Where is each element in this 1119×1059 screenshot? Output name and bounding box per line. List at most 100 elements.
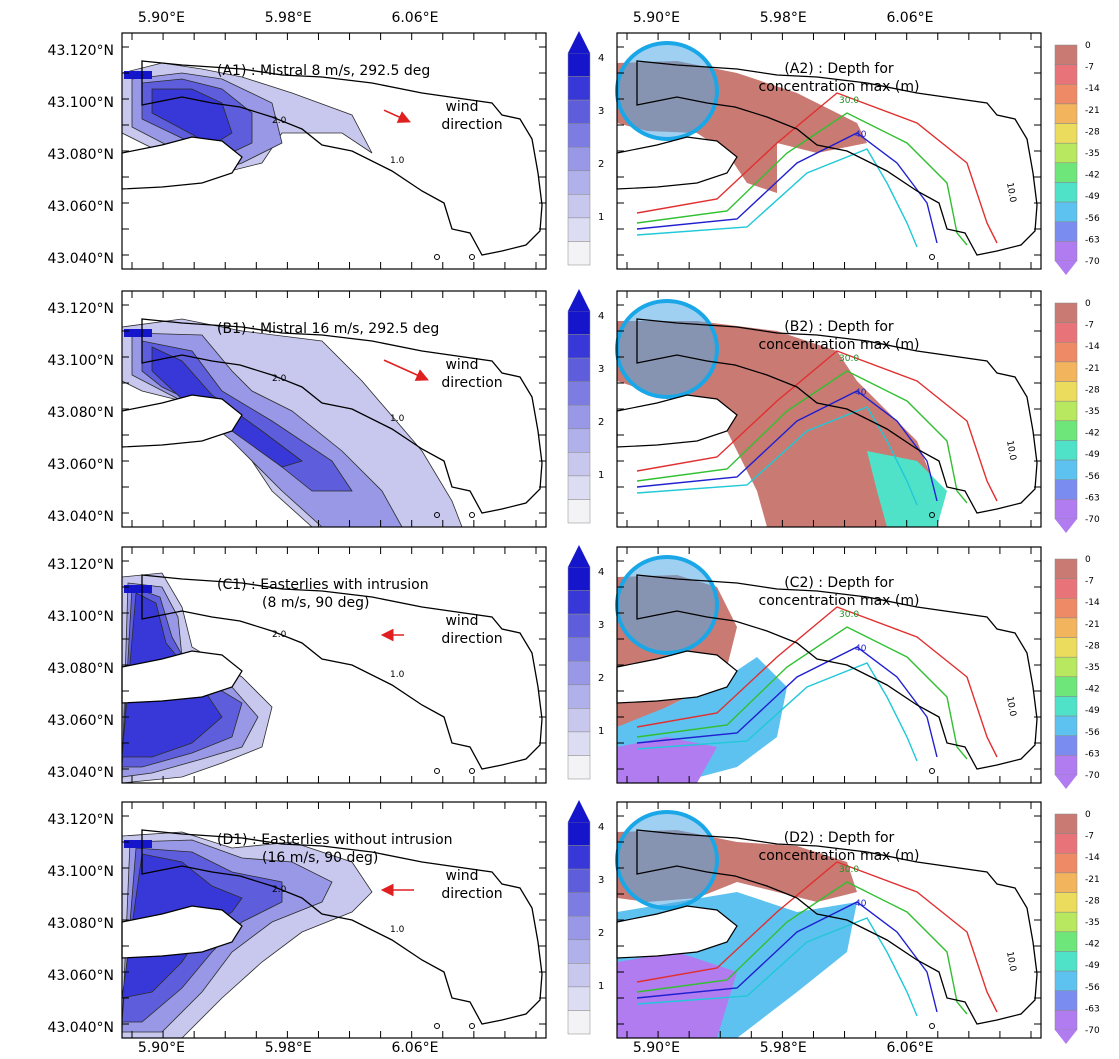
colorbar-tick-label: -56 [1085, 472, 1100, 482]
latitude-label: 43.120°N [48, 812, 114, 828]
isobath-line-3 [636, 646, 938, 758]
colorbar-arrow-bottom [1055, 261, 1077, 275]
colorbar-tick-label: 2 [598, 159, 604, 170]
colorbar-concentration: 1 2 3 4 [567, 289, 604, 524]
colorbar-tick-label: -21 [1085, 106, 1100, 116]
colorbar-swatch [1054, 931, 1078, 952]
colorbar-swatch [1054, 892, 1078, 913]
colorbar-depth: 0 -7 -14 -21 -28 -35 -42 -49 -56 -63 -70 [1054, 299, 1100, 533]
wind-direction-arrow [383, 359, 429, 381]
colorbar-tick-label: -56 [1085, 983, 1100, 993]
colorbar-tick-label: -63 [1085, 1004, 1100, 1014]
colorbar-tick-label: -28 [1085, 127, 1100, 137]
colorbar-swatch [1054, 833, 1078, 854]
panel-subtitle: concentration max (m) [759, 79, 920, 95]
island [434, 254, 440, 260]
colorbar-swatch [567, 310, 591, 335]
latitude-label: 43.060°N [48, 457, 114, 473]
colorbar-swatch [567, 357, 591, 382]
colorbar-swatch [567, 613, 591, 638]
latitude-label: 43.100°N [48, 864, 114, 880]
colorbar-swatch [567, 404, 591, 430]
latitude-label: 43.120°N [48, 43, 114, 59]
colorbar-swatch [567, 939, 591, 964]
isobath-label: 10.0 [1004, 951, 1017, 973]
panel-title: (D1) : Easterlies without intrusion [217, 832, 453, 848]
concentration-max-area [124, 585, 152, 593]
colorbar-arrow-top [568, 545, 590, 567]
latitude-label: 43.120°N [48, 301, 114, 317]
colorbar-swatch [1054, 696, 1078, 717]
colorbar-tick-label: -70 [1085, 515, 1100, 525]
colorbar-tick-label: -28 [1085, 385, 1100, 395]
highlight-circle [615, 810, 719, 910]
isobath-line-4 [636, 406, 918, 506]
island [929, 1023, 935, 1029]
wind-label: direction [441, 631, 502, 647]
colorbar-swatch [567, 194, 591, 219]
panel-title: (A2) : Depth for [784, 61, 894, 77]
colorbar-tick-label: -21 [1085, 875, 1100, 885]
colorbar-swatch [567, 731, 591, 756]
row-c: 43.120°N 43.100°N 43.080°N 43.060°N 43.040°N… [48, 545, 1100, 789]
colorbar-tick-label: -28 [1085, 896, 1100, 906]
wind-label: wind [445, 99, 478, 115]
colorbar-tick-label: 1 [598, 212, 604, 223]
land-outline [121, 394, 243, 448]
coastline [636, 829, 1038, 1025]
colorbar-tick-label: 2 [598, 673, 604, 684]
colorbar-tick-label: -7 [1085, 832, 1094, 842]
longitude-label: 5.98°E [265, 10, 312, 26]
colorbar-swatch [1054, 558, 1078, 579]
longitude-label: 6.06°E [886, 1040, 933, 1056]
wind-label: direction [441, 886, 502, 902]
colorbar-tick-label: -70 [1085, 257, 1100, 267]
latitude-label: 43.060°N [48, 199, 114, 215]
colorbar-swatch [1054, 44, 1078, 65]
isobath-label: 30.0 [839, 610, 859, 620]
colorbar-swatch [1054, 578, 1078, 599]
colorbar-tick-label: -42 [1085, 940, 1100, 950]
isobath-line-1 [636, 350, 998, 502]
colorbar-tick-label: 4 [598, 567, 604, 578]
depth-zone-deep [617, 952, 737, 1038]
colorbar-swatch [567, 334, 591, 359]
colorbar-swatch [1054, 162, 1078, 183]
isobath-label: 40 [855, 899, 867, 909]
colorbar-arrow-bottom [1055, 519, 1077, 533]
isobath-label: 40 [855, 388, 867, 398]
colorbar-tick-label: -35 [1085, 149, 1100, 159]
colorbar-tick-label: -63 [1085, 749, 1100, 759]
concentration-max-area [124, 840, 152, 848]
panel-title: (A1) : Mistral 8 m/s, 292.5 deg [217, 63, 430, 79]
contour-label: 2.0 [272, 885, 287, 895]
row-d: 43.120°N 43.100°N 43.080°N 43.060°N 43.040°N… [48, 800, 1100, 1044]
colorbar-swatch [567, 217, 591, 242]
colorbar-tick-label: -42 [1085, 171, 1100, 181]
colorbar-tick-label: -63 [1085, 235, 1100, 245]
panel-title: (D2) : Depth for [784, 830, 895, 846]
colorbar-swatch [1054, 361, 1078, 382]
colorbar-swatch [567, 845, 591, 870]
colorbar-swatch [1054, 637, 1078, 658]
colorbar-tick-label: -70 [1085, 1026, 1100, 1036]
colorbar-tick-label: 0 [1085, 299, 1091, 309]
colorbar-swatch [567, 452, 591, 477]
colorbar-tick-label: -56 [1085, 728, 1100, 738]
colorbar-swatch [1054, 440, 1078, 461]
island [434, 1023, 440, 1029]
colorbar-swatch [1054, 420, 1078, 441]
island [929, 768, 935, 774]
colorbar-swatch [1054, 221, 1078, 242]
latitude-label: 43.040°N [48, 765, 114, 781]
panel-subtitle: concentration max (m) [759, 848, 920, 864]
panel-subtitle: (16 m/s, 90 deg) [262, 850, 378, 866]
colorbar-swatch [567, 99, 591, 124]
colorbar-tick-label: -35 [1085, 407, 1100, 417]
colorbar-swatch [567, 986, 591, 1011]
longitude-label: 5.90°E [138, 10, 185, 26]
colorbar-tick-label: -49 [1085, 961, 1100, 971]
highlight-circle [615, 41, 719, 141]
coastline [636, 60, 1038, 256]
